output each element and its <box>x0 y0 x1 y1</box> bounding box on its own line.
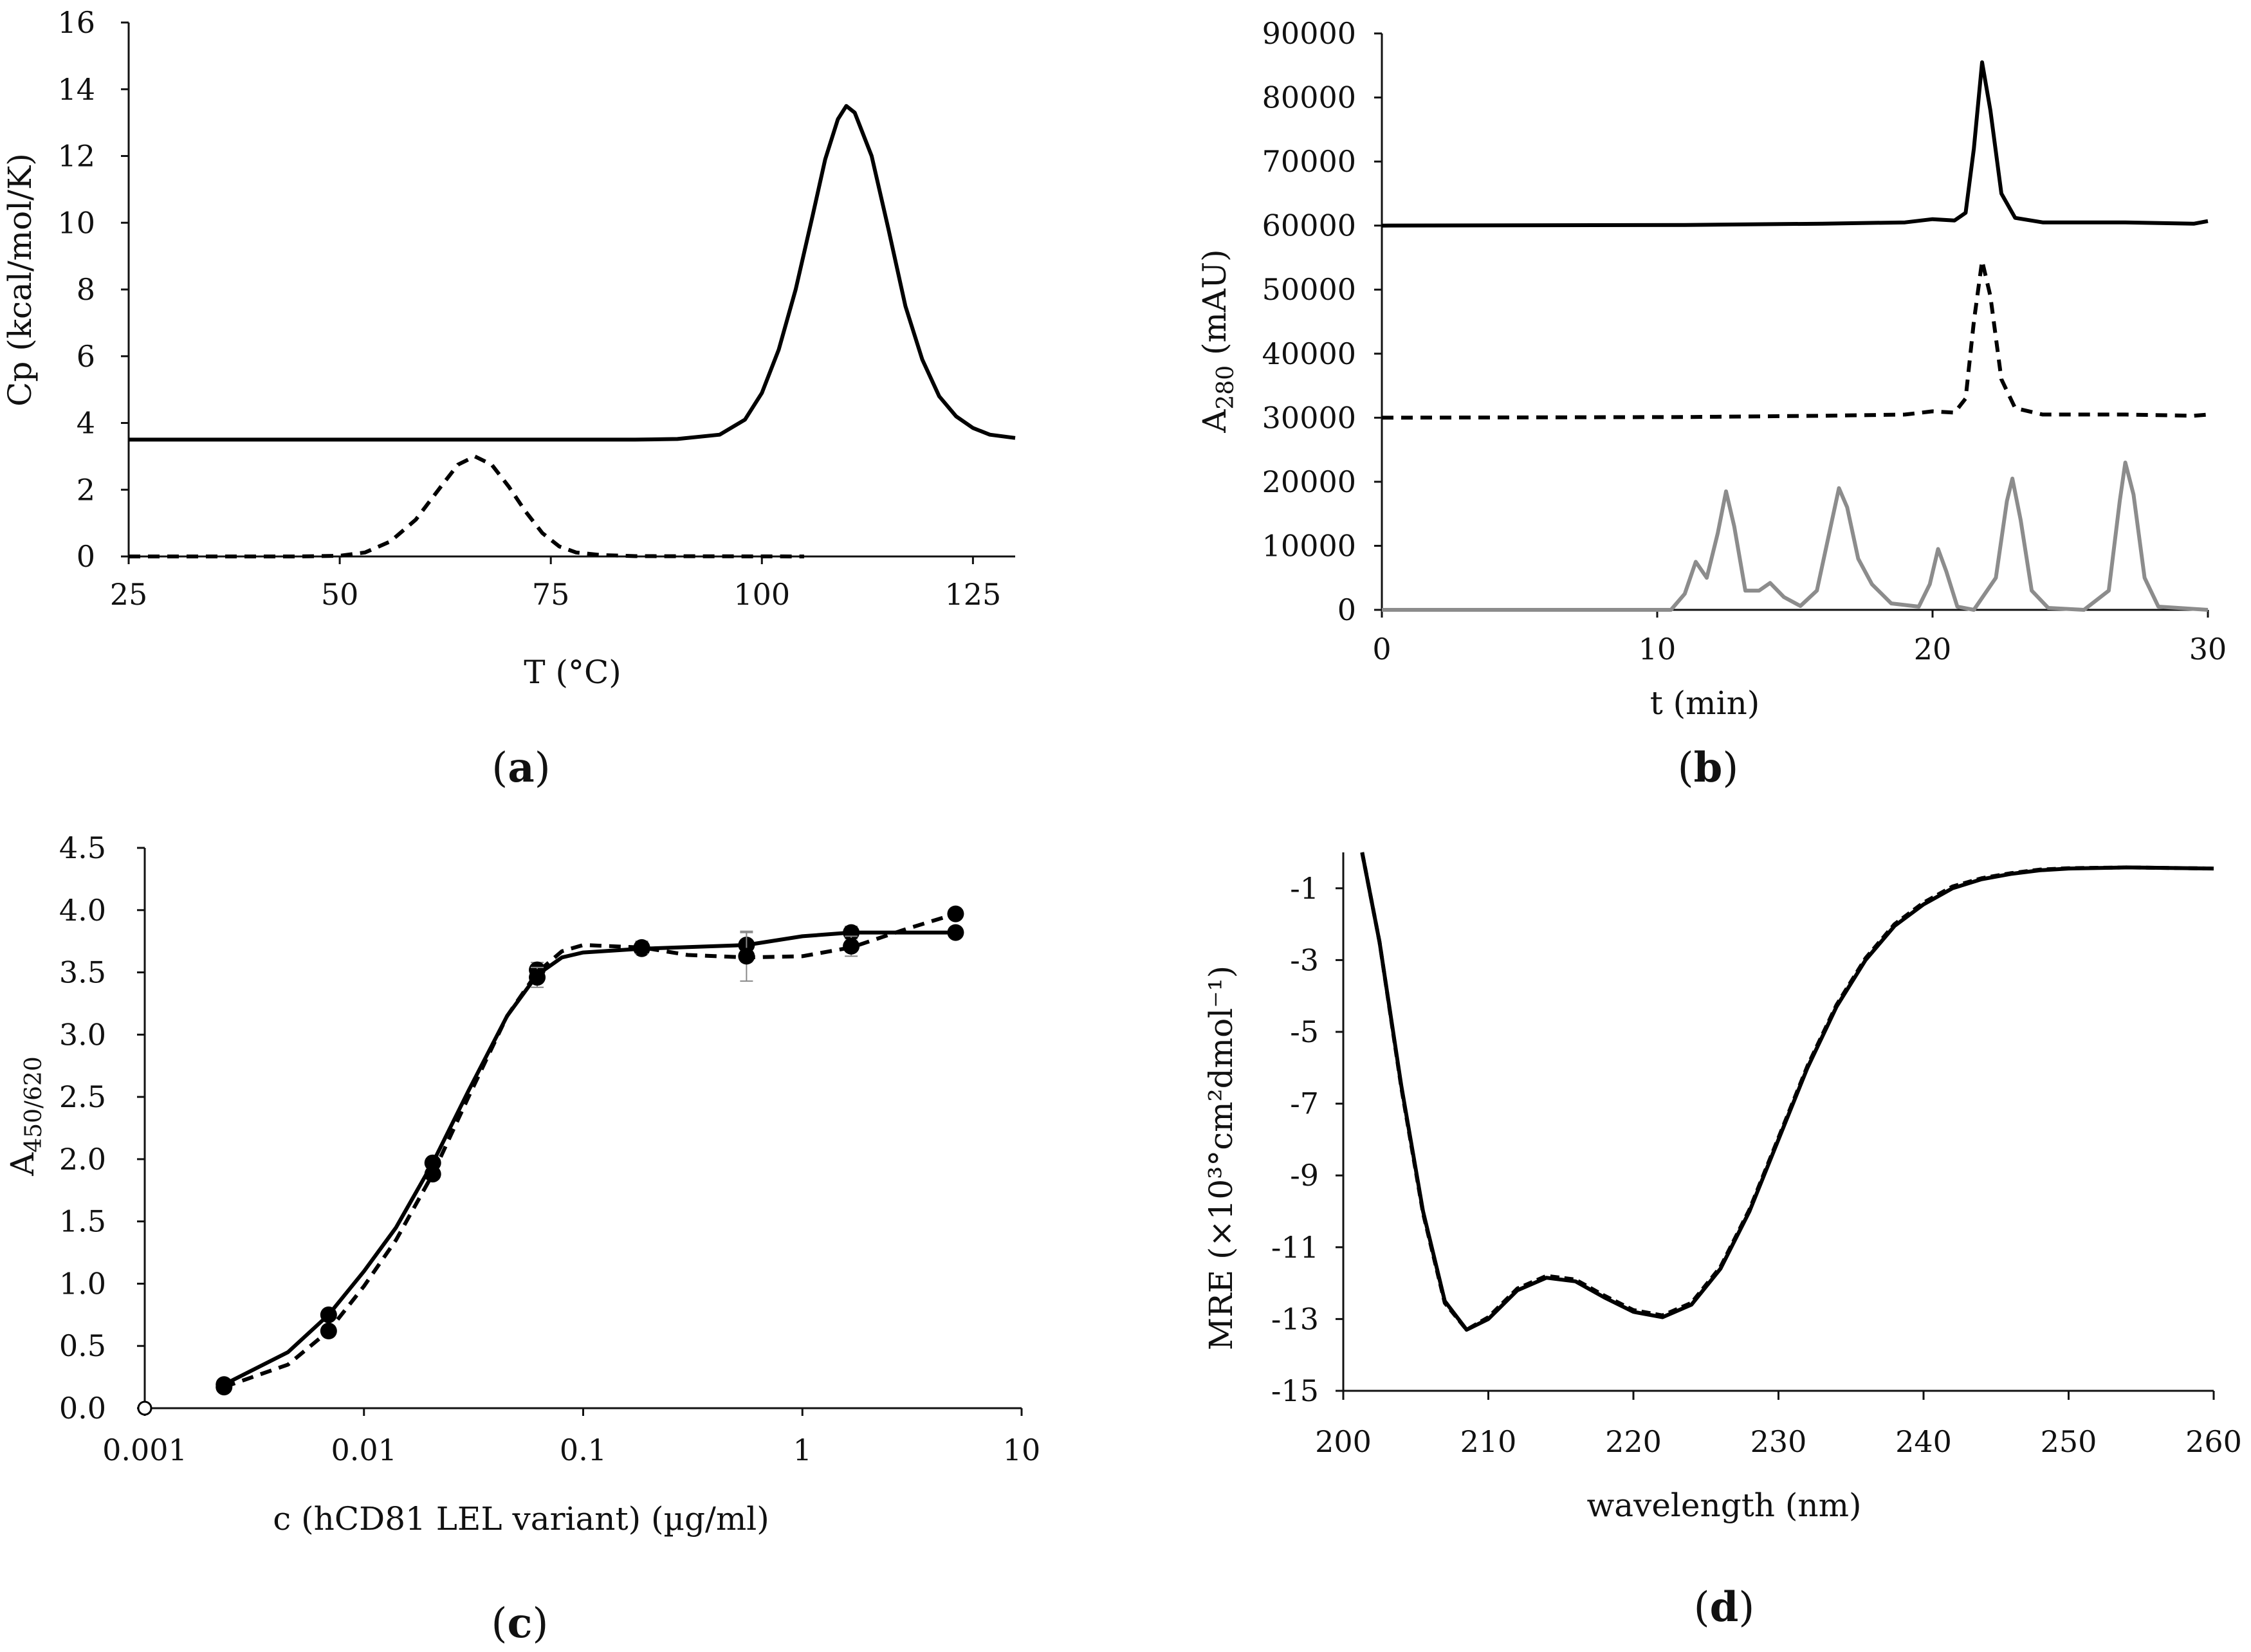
panel-d-y-tick-label: -5 <box>1290 1014 1319 1049</box>
panel-b-xlabel: t (min) <box>1650 684 1760 722</box>
panel-c-y-tick-label: 3.5 <box>59 955 106 990</box>
panel-a-x-tick-label: 100 <box>733 577 790 612</box>
panel-b-y-tick-label: 10000 <box>1262 528 1356 563</box>
panel-c-point-dashed <box>320 1322 337 1339</box>
panel-c-chart: A450/620 c (hCD81 LEL variant) (µg/ml) (… <box>4 831 1040 1647</box>
panel-b-chart: A280 (mAU) t (min) (b) 0 10 20 30 0 10000 2000… <box>1196 16 2227 792</box>
panel-d-y-tick-label: -7 <box>1290 1087 1319 1121</box>
panel-a-y-tick-label: 12 <box>57 139 95 174</box>
panel-a-y-tick-label: 8 <box>77 272 95 307</box>
panel-c-ylabel-sub: 450/620 <box>21 1056 47 1153</box>
panel-a-xlabel: T (°C) <box>524 654 621 691</box>
panel-a-x-tick-label: 75 <box>532 577 570 612</box>
panel-b-x-tick-label: 10 <box>1639 632 1677 666</box>
panel-a-ylabel: Cp (kcal/mol/K) <box>1 153 39 407</box>
panel-a-y-tick-label: 2 <box>77 472 95 507</box>
panel-b-y-tick-label: 90000 <box>1262 16 1356 51</box>
panel-b-y-tick-label: 40000 <box>1262 336 1356 371</box>
panel-b-x-tick-label: 20 <box>1914 632 1952 666</box>
panel-d-x-tick-label: 220 <box>1605 1424 1662 1459</box>
panel-c-label: (c) <box>492 1599 549 1647</box>
panel-b-y-tick-label: 50000 <box>1262 272 1356 307</box>
panel-c-point-solid <box>320 1306 337 1323</box>
panel-c-y-tick-label: 0.0 <box>59 1391 106 1426</box>
panel-c-y-tick-label: 1.5 <box>59 1204 106 1239</box>
panel-d-chart: MRE (×10³°cm²dmol⁻¹) wavelength (nm) (d)… <box>1202 852 2242 1631</box>
panel-c-y-tick-label: 2.5 <box>59 1079 106 1114</box>
panel-c-y-tick-label: 4.0 <box>59 893 106 928</box>
panel-b-y-tick-label: 60000 <box>1262 208 1356 243</box>
panel-c-point-dashed <box>738 948 755 965</box>
panel-c-point-dashed <box>529 969 546 986</box>
panel-b-series-bottom-gray <box>1382 461 2209 612</box>
panel-b-ylabel: A280 (mAU) <box>1196 249 1239 433</box>
panel-c-y-tick-label: 1.0 <box>59 1266 106 1301</box>
panel-d-xlabel: wavelength (nm) <box>1586 1487 1861 1524</box>
panel-d-series-dashed <box>1360 852 2214 1332</box>
panel-d-y-tick-label: -11 <box>1271 1230 1319 1265</box>
panel-c-point-dashed <box>947 905 964 922</box>
panel-d-y-tick-label: -3 <box>1290 942 1319 977</box>
panel-a-y-tick-label: 10 <box>57 205 95 240</box>
panel-b-ylabel-sub: 280 <box>1213 365 1239 410</box>
panel-b-y-tick-label: 70000 <box>1262 144 1356 179</box>
panel-a-y-tick-label: 0 <box>77 539 95 574</box>
panel-c-point-dashed <box>633 939 650 956</box>
panel-d-y-tick-label: -9 <box>1290 1158 1319 1193</box>
panel-c-ylabel: A450/620 <box>4 1056 47 1177</box>
panel-b-y-tick-label: 30000 <box>1262 400 1356 435</box>
panel-b-x-tick-label: 0 <box>1372 632 1391 666</box>
panel-d-x-tick-label: 250 <box>2041 1424 2097 1459</box>
panel-c-x-tick-label: 10 <box>1003 1433 1041 1467</box>
panel-a-chart: Cp (kcal/mol/K) T (°C) (a) 25 50 75 100 125 0… <box>1 5 1016 792</box>
panel-b-y-tick-label: 0 <box>1337 592 1356 627</box>
panel-d-x-tick-label: 200 <box>1315 1424 1372 1459</box>
panel-b-y-tick-label: 20000 <box>1262 464 1356 499</box>
panel-a-x-tick-label: 125 <box>944 577 1001 612</box>
panel-b-x-tick-label: 30 <box>2189 632 2227 666</box>
panel-b-series-top-solid <box>1381 60 2209 228</box>
panel-d-x-tick-label: 260 <box>2185 1424 2242 1459</box>
panel-b-label: (b) <box>1678 744 1739 792</box>
panel-c-point-solid <box>947 924 964 941</box>
panel-d-series-solid <box>1360 852 2214 1332</box>
panel-a-y-tick-label: 14 <box>57 72 95 107</box>
panel-d-ylabel: MRE (×10³°cm²dmol⁻¹) <box>1202 966 1240 1350</box>
panel-c-y-tick-label: 3.0 <box>59 1017 106 1052</box>
panel-c-open-marker <box>137 1400 152 1416</box>
panel-c-x-tick-label: 0.001 <box>102 1433 187 1467</box>
panel-d-label: (d) <box>1694 1583 1755 1631</box>
panel-a-y-tick-label: 4 <box>77 406 95 441</box>
panel-a-series-dashed <box>129 454 804 558</box>
panel-c-series-dashed <box>223 912 957 1389</box>
panel-b-series-middle-dashed <box>1381 259 2209 420</box>
panel-a-y-tick-label: 16 <box>57 5 95 40</box>
panel-d-y-tick-label: -1 <box>1290 871 1319 906</box>
panel-a-x-tick-label: 25 <box>110 577 148 612</box>
panel-c-x-tick-label: 1 <box>793 1433 812 1467</box>
panel-c-x-tick-label: 0.1 <box>560 1433 607 1467</box>
panel-a-label: (a) <box>492 744 550 792</box>
panel-a-x-tick-label: 50 <box>321 577 359 612</box>
panel-b-y-tick-label: 80000 <box>1262 80 1356 115</box>
panel-c-point-dashed <box>216 1379 233 1396</box>
panel-a-y-tick-label: 6 <box>77 339 95 374</box>
panel-c-x-tick-label: 0.01 <box>331 1433 397 1467</box>
panel-a-series-solid <box>129 104 1016 442</box>
panel-d-x-tick-label: 240 <box>1895 1424 1952 1459</box>
panel-c-point-dashed <box>843 937 860 955</box>
panel-c-xlabel: c (hCD81 LEL variant) (µg/ml) <box>273 1500 769 1537</box>
panel-c-y-tick-label: 0.5 <box>59 1328 106 1363</box>
panel-c-y-tick-label: 2.0 <box>59 1142 106 1177</box>
panel-d-x-tick-label: 230 <box>1750 1424 1807 1459</box>
panel-c-y-tick-label: 4.5 <box>59 831 106 865</box>
panel-d-y-tick-label: -13 <box>1271 1301 1319 1336</box>
panel-d-x-tick-label: 210 <box>1460 1424 1517 1459</box>
panel-d-y-tick-label: -15 <box>1271 1373 1319 1408</box>
panel-c-point-dashed <box>424 1166 441 1183</box>
